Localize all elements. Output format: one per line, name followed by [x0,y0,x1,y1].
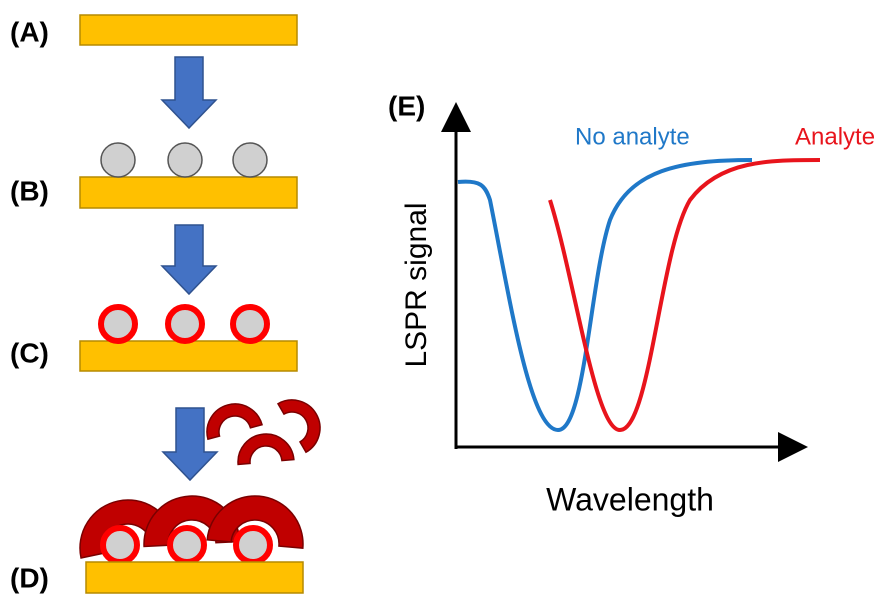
substrate [80,15,297,45]
coated-nanoparticle [101,307,135,341]
coated-nanoparticle [168,307,202,341]
nanoparticle [101,143,135,177]
curve [550,160,820,430]
panel-label: (C) [10,337,49,368]
coated-nanoparticle [236,528,270,562]
arrow [162,57,216,128]
panel-label: (A) [10,16,49,47]
arrow [163,408,217,480]
curve-label: Analyte [795,123,875,150]
panel-label: (B) [10,175,49,206]
coated-nanoparticle [103,528,137,562]
y-axis-label: LSPR signal [400,202,433,367]
substrate [86,562,303,593]
figure: (A) (B) (C) (D) (E) LSPR signal Waveleng… [0,0,894,598]
curve-label: No analyte [575,123,690,150]
panel-label: (D) [10,562,49,593]
nanoparticle [233,143,267,177]
x-axis-label: Wavelength [546,481,714,517]
nanoparticle [168,143,202,177]
analyte [201,398,262,440]
analyte [236,432,294,465]
panel-label: (E) [388,90,425,121]
coated-nanoparticle [233,307,267,341]
substrate [80,341,297,371]
substrate [80,177,297,208]
curve [458,160,752,430]
arrow [162,225,216,294]
coated-nanoparticle [170,528,204,562]
